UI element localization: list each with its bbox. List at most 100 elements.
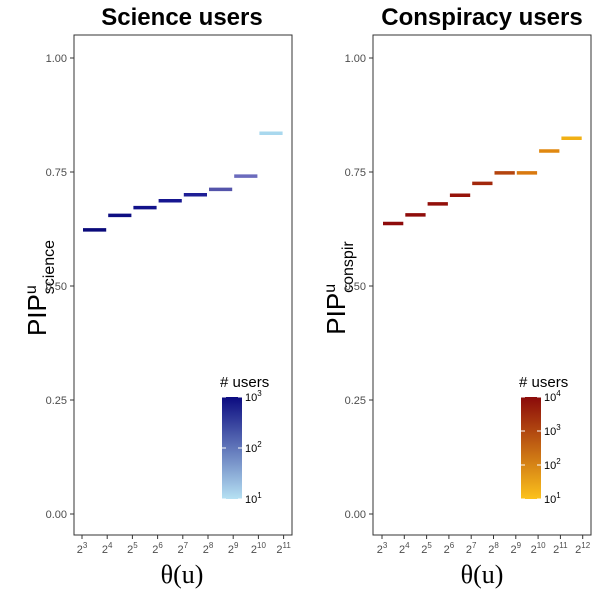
x-tick-exponent: 11 bbox=[283, 541, 292, 550]
x-tick-exponent: 11 bbox=[559, 541, 568, 550]
x-axis-label: θ(u) bbox=[461, 560, 504, 589]
x-tick-exponent: 10 bbox=[257, 541, 266, 550]
x-tick-base: 2 bbox=[466, 544, 472, 556]
plot-border bbox=[372, 34, 592, 536]
x-tick-label: 28 bbox=[488, 541, 499, 556]
x-tick-base: 2 bbox=[203, 544, 209, 556]
legend-colorbar bbox=[222, 397, 242, 499]
y-tick-label: 0.25 bbox=[46, 395, 67, 407]
legend-tick-label: 101 bbox=[245, 491, 262, 506]
x-tick-base: 2 bbox=[251, 544, 257, 556]
x-tick-exponent: 5 bbox=[427, 541, 432, 550]
x-tick-base: 2 bbox=[488, 544, 494, 556]
data-series bbox=[383, 136, 582, 226]
y-tick-label: 0.25 bbox=[345, 395, 366, 407]
x-tick-label: 212 bbox=[575, 541, 591, 556]
x-tick-label: 27 bbox=[178, 541, 189, 556]
x-tick-label: 25 bbox=[421, 541, 432, 556]
x-tick-label: 24 bbox=[102, 541, 113, 556]
x-tick-base: 2 bbox=[511, 544, 517, 556]
x-tick-exponent: 3 bbox=[83, 541, 88, 550]
y-tick-label: 0.50 bbox=[345, 281, 366, 293]
x-tick-exponent: 4 bbox=[108, 541, 113, 550]
y-axis: 0.00 0.25 0.50 0.75 1.00 bbox=[46, 53, 74, 521]
y-tick-label: 1.00 bbox=[345, 53, 366, 65]
y-tick-label: 0.75 bbox=[46, 167, 67, 179]
x-tick-exponent: 7 bbox=[472, 541, 477, 550]
x-tick-base: 2 bbox=[276, 544, 282, 556]
x-tick-exponent: 8 bbox=[209, 541, 214, 550]
y-axis-label: PIPuconspir bbox=[321, 241, 357, 335]
x-tick-label: 27 bbox=[466, 541, 477, 556]
y-axis-title: PIPuconspir bbox=[321, 241, 357, 335]
legend-tick-label: 102 bbox=[245, 440, 262, 455]
x-axis: 23 24 25 26 27 28 29 210 211 212 bbox=[377, 535, 591, 556]
y-tick-label: 0.00 bbox=[345, 509, 366, 521]
legend-tick-label: 103 bbox=[245, 389, 262, 404]
plot-border bbox=[73, 34, 293, 536]
x-tick-base: 2 bbox=[102, 544, 108, 556]
legend-title: # users bbox=[519, 374, 568, 391]
x-tick-exponent: 8 bbox=[494, 541, 499, 550]
x-tick-label: 26 bbox=[152, 541, 163, 556]
panel-title: Conspiracy users bbox=[381, 4, 582, 31]
x-tick-label: 210 bbox=[251, 541, 267, 556]
x-tick-exponent: 10 bbox=[537, 541, 546, 550]
x-tick-base: 2 bbox=[553, 544, 559, 556]
x-tick-exponent: 12 bbox=[581, 541, 590, 550]
panel-science: Science users PIPuscience 0.000.250.500.… bbox=[22, 4, 293, 589]
x-tick-exponent: 5 bbox=[133, 541, 138, 550]
x-tick-label: 29 bbox=[228, 541, 239, 556]
x-tick-exponent: 6 bbox=[158, 541, 163, 550]
x-tick-base: 2 bbox=[152, 544, 158, 556]
x-axis-label: θ(u) bbox=[161, 560, 204, 589]
x-tick-base: 2 bbox=[575, 544, 581, 556]
x-tick-base: 2 bbox=[399, 544, 405, 556]
y-tick-label: 0.00 bbox=[46, 509, 67, 521]
x-tick-label: 29 bbox=[511, 541, 522, 556]
y-tick-label: 1.00 bbox=[46, 53, 67, 65]
x-tick-label: 211 bbox=[553, 541, 568, 556]
x-tick-label: 23 bbox=[377, 541, 388, 556]
panel-title: Science users bbox=[101, 4, 262, 31]
x-tick-exponent: 4 bbox=[405, 541, 410, 550]
x-tick-base: 2 bbox=[444, 544, 450, 556]
x-tick-exponent: 7 bbox=[184, 541, 189, 550]
y-axis-title: PIPuscience bbox=[22, 240, 58, 336]
legend-tick-label: 104 bbox=[544, 389, 561, 404]
legend-tick-label: 103 bbox=[544, 423, 561, 438]
x-tick-label: 28 bbox=[203, 541, 214, 556]
x-axis: 23 24 25 26 27 28 29 210 211 bbox=[77, 535, 291, 556]
panel-conspiracy: Conspiracy users PIPuconspir 0.00 0.25 0.5… bbox=[321, 4, 592, 589]
x-tick-label: 211 bbox=[276, 541, 291, 556]
x-tick-base: 2 bbox=[127, 544, 133, 556]
x-tick-base: 2 bbox=[228, 544, 234, 556]
y-tick-label: 0.50 bbox=[46, 281, 67, 293]
x-tick-label: 26 bbox=[444, 541, 455, 556]
x-tick-exponent: 9 bbox=[234, 541, 239, 550]
x-tick-label: 210 bbox=[531, 541, 547, 556]
x-tick-label: 23 bbox=[77, 541, 88, 556]
legend-tick-label: 102 bbox=[544, 457, 561, 472]
x-tick-base: 2 bbox=[77, 544, 83, 556]
y-axis: 0.00 0.25 0.50 0.75 1.00 bbox=[345, 53, 373, 521]
x-tick-label: 25 bbox=[127, 541, 138, 556]
x-tick-base: 2 bbox=[377, 544, 383, 556]
legend-title: # users bbox=[220, 374, 269, 391]
x-tick-exponent: 6 bbox=[450, 541, 455, 550]
x-tick-exponent: 3 bbox=[383, 541, 388, 550]
x-tick-base: 2 bbox=[178, 544, 184, 556]
y-tick-label: 0.75 bbox=[345, 167, 366, 179]
x-tick-exponent: 9 bbox=[517, 541, 522, 550]
x-tick-base: 2 bbox=[421, 544, 427, 556]
legend-colorbar bbox=[521, 397, 541, 499]
legend-tick-label: 101 bbox=[544, 491, 561, 506]
y-axis-label: PIPuscience bbox=[22, 240, 58, 336]
x-tick-label: 24 bbox=[399, 541, 410, 556]
x-tick-base: 2 bbox=[531, 544, 537, 556]
data-series bbox=[83, 131, 283, 232]
